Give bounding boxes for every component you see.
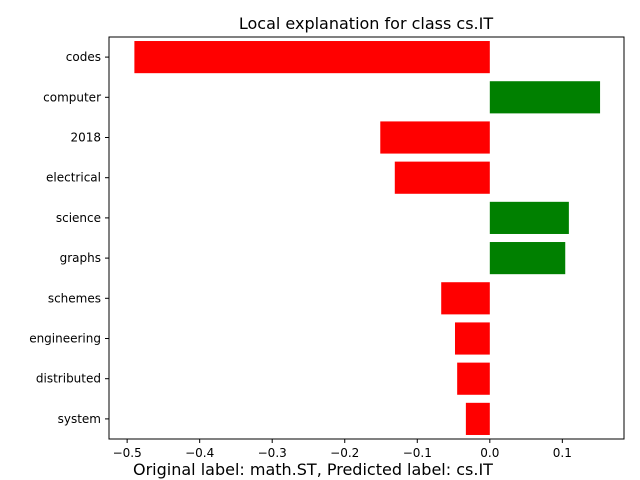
bar-distributed bbox=[457, 362, 490, 395]
bar-graphs bbox=[489, 242, 566, 275]
bar-electrical bbox=[394, 161, 490, 194]
y-tick-label-schemes: schemes bbox=[48, 291, 101, 305]
y-tick-label-engineering: engineering bbox=[29, 332, 101, 346]
x-tick-label: −0.5 bbox=[113, 446, 142, 460]
plot-frame bbox=[108, 36, 625, 440]
bar-science bbox=[489, 201, 569, 234]
y-tick-label-distributed: distributed bbox=[36, 372, 101, 386]
bar-engineering bbox=[454, 322, 490, 355]
y-axis: codes computer 2018 electrical science graphs… bbox=[29, 50, 109, 426]
x-axis: −0.5 −0.4 −0.3 −0.2 −0.1 0.0 0.1 bbox=[113, 439, 572, 460]
bar-system bbox=[465, 402, 490, 435]
bar-schemes bbox=[441, 282, 490, 315]
x-tick-label: 0.1 bbox=[553, 446, 572, 460]
bar-computer bbox=[489, 81, 601, 114]
bar-2018 bbox=[380, 121, 490, 154]
x-tick-label: −0.2 bbox=[330, 446, 359, 460]
label-caption: Original label: math.ST, Predicted label… bbox=[133, 460, 493, 479]
y-tick-label-codes: codes bbox=[66, 50, 101, 64]
y-tick-label-system: system bbox=[58, 412, 101, 426]
y-tick-label-electrical: electrical bbox=[46, 171, 101, 185]
bar-codes bbox=[134, 41, 490, 74]
y-tick-label-graphs: graphs bbox=[60, 251, 101, 265]
x-tick-label: −0.1 bbox=[403, 446, 432, 460]
x-tick-label: 0.0 bbox=[480, 446, 499, 460]
x-tick-label: −0.4 bbox=[185, 446, 214, 460]
x-tick-label: −0.3 bbox=[258, 446, 287, 460]
y-tick-label-computer: computer bbox=[43, 90, 101, 104]
y-tick-label-2018: 2018 bbox=[70, 131, 101, 145]
bars-group bbox=[134, 41, 601, 435]
y-tick-label-science: science bbox=[56, 211, 101, 225]
chart-title: Local explanation for class cs.IT bbox=[239, 14, 494, 33]
